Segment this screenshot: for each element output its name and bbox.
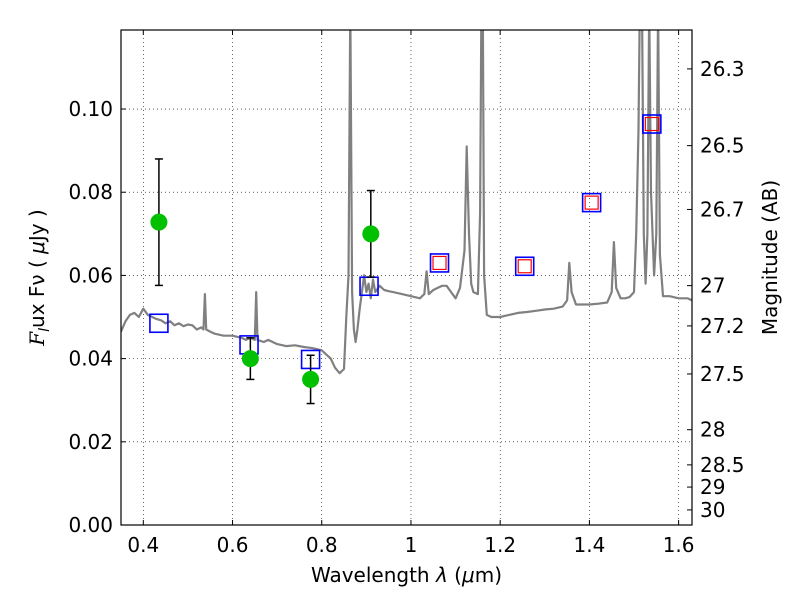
right-axis-title: Magnitude (AB) (758, 180, 782, 335)
y-tick-label: 0.08 (68, 180, 113, 204)
plot-area (121, 30, 692, 375)
model-photometry-inner-square (584, 195, 599, 210)
right-tick-label: 26.3 (700, 57, 745, 81)
y-tick-label: 0.00 (68, 513, 113, 537)
axis-ticks: 0.4 0.6 0.8 1 1.2 1.4 1.6 0.00 0.02 0.04 0.06 0.08 0… (68, 30, 745, 557)
x-axis-title: Wavelength λ (μm) (311, 563, 502, 587)
y-tick-label: 0.04 (68, 347, 113, 371)
x-tick-label: 0.6 (217, 533, 249, 557)
y-tick-label: 0.10 (68, 97, 113, 121)
model-photometry-inner-square (644, 116, 659, 132)
model-photometry-square (429, 253, 450, 273)
right-tick-label: 29 (700, 475, 725, 499)
model-photometry-square (149, 313, 169, 334)
x-tick-label: 0.8 (306, 533, 338, 557)
x-tick-label: 1.4 (573, 533, 605, 557)
x-tick-label: 1.2 (484, 533, 516, 557)
right-tick-label: 27.2 (700, 314, 745, 338)
x-tick-label: 0.4 (127, 533, 159, 557)
x-tick-label: 1.6 (663, 533, 695, 557)
plot-frame (120, 29, 693, 526)
model-photometry-square (642, 114, 662, 134)
right-tick-label: 30 (700, 498, 725, 522)
y-tick-label: 0.06 (68, 263, 113, 287)
right-tick-label: 27 (700, 274, 725, 298)
model-photometry-inner-square (432, 255, 447, 271)
observed-flux-point (362, 225, 380, 243)
x-tick-label: 1 (405, 533, 418, 557)
right-tick-label: 26.7 (700, 197, 745, 221)
model-spectrum-line (121, 30, 692, 375)
grid-lines (121, 30, 692, 526)
model-photometry-inner-square (517, 259, 532, 274)
right-tick-label: 27.5 (700, 362, 745, 386)
y-axis-title: Flux Fν ( μJy ) (25, 209, 53, 346)
observed-flux-point (302, 370, 320, 388)
right-tick-label: 28 (700, 418, 725, 442)
observed-flux-point (150, 213, 168, 231)
model-photometry-square (581, 192, 602, 213)
observed-flux-point (241, 350, 259, 368)
model-photometry-square (514, 256, 535, 277)
y-tick-label: 0.02 (68, 430, 113, 454)
right-tick-label: 28.5 (700, 453, 745, 477)
right-tick-label: 26.5 (700, 134, 745, 158)
